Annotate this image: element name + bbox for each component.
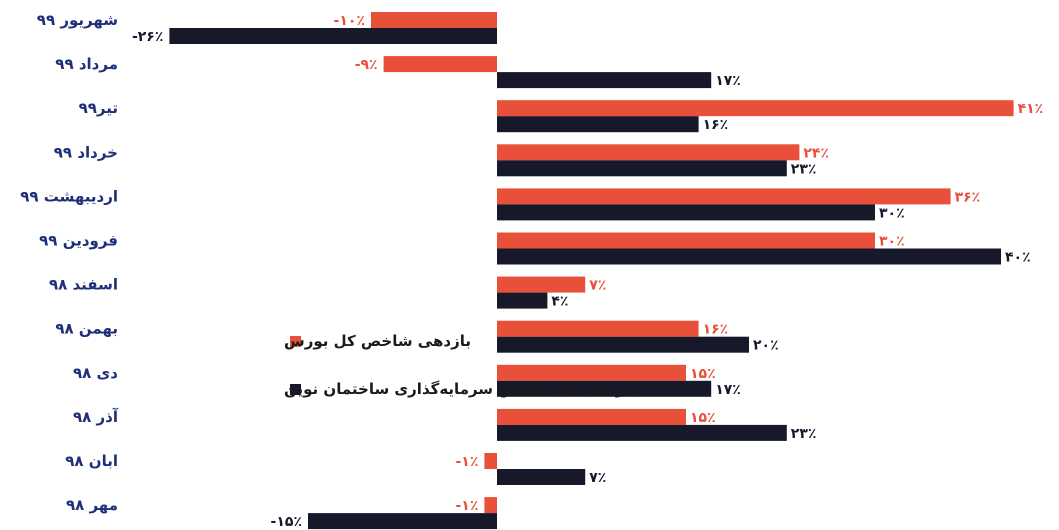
bar-bourse-index xyxy=(497,232,875,249)
bar-bourse-index xyxy=(497,188,951,205)
bar-bourse-index xyxy=(497,364,686,381)
data-label: -۱٪ xyxy=(455,498,478,514)
bar-bourse-index xyxy=(371,12,497,28)
data-label: -۹٪ xyxy=(355,57,378,73)
bar-bourse-index xyxy=(484,453,497,469)
data-label: ۲۴٪ xyxy=(803,145,829,161)
bar-novin-index xyxy=(497,116,699,133)
data-label: ۱۷٪ xyxy=(715,73,741,89)
data-label: ۴۱٪ xyxy=(1018,101,1044,117)
bar-novin-index xyxy=(169,28,497,44)
legend-swatch-bourse xyxy=(290,336,301,347)
data-label: ۲۳٪ xyxy=(791,426,817,442)
data-label: ۱۷٪ xyxy=(715,382,741,398)
category-label: اسفند ۹۸ xyxy=(49,276,118,294)
data-label: -۲۶٪ xyxy=(132,29,163,45)
bar-bourse-index xyxy=(497,144,800,161)
data-label: ۱۵٪ xyxy=(690,410,716,426)
legend-label: بازدهی شاخص کل بورس xyxy=(284,332,471,350)
bar-bourse-index xyxy=(497,408,686,425)
bar-novin-index xyxy=(497,424,787,441)
category-label: دی ۹۸ xyxy=(73,364,118,382)
category-label: مهر ۹۸ xyxy=(66,496,118,514)
category-label: ابان ۹۸ xyxy=(65,452,118,470)
bar-novin-index xyxy=(497,336,749,353)
data-label: -۱٪ xyxy=(455,454,478,470)
data-label: ۳۰٪ xyxy=(879,205,905,221)
bar-novin-index xyxy=(497,204,875,221)
bar-bourse-index xyxy=(484,497,497,514)
bar-novin-index xyxy=(497,160,787,177)
bar-bourse-index xyxy=(497,320,699,337)
category-label: مرداد ۹۹ xyxy=(55,55,118,73)
bar-novin-index xyxy=(308,513,497,530)
data-label: ۱۶٪ xyxy=(703,322,729,338)
legend-swatch-novin xyxy=(290,384,301,395)
data-label: ۴۰٪ xyxy=(1005,250,1031,266)
data-label: ۲۰٪ xyxy=(753,338,779,354)
category-label: بهمن ۹۸ xyxy=(55,320,118,338)
category-label: اردیبهشت ۹۹ xyxy=(20,187,118,205)
bar-bourse-index xyxy=(497,276,586,293)
data-label: ۱۶٪ xyxy=(703,117,729,133)
category-label: تیر۹۹ xyxy=(79,99,118,117)
bar-novin-index xyxy=(497,469,586,485)
bar-bourse-index xyxy=(497,100,1014,117)
category-label: فرودین ۹۹ xyxy=(39,232,118,250)
data-label: ۷٪ xyxy=(589,470,606,486)
data-label: -۱۰٪ xyxy=(334,13,365,29)
data-label: ۷٪ xyxy=(589,278,606,294)
category-label: شهریور ۹۹ xyxy=(37,11,118,29)
data-label: -۱۵٪ xyxy=(271,514,302,530)
bar-bourse-index xyxy=(383,56,497,73)
data-label: ۲۳٪ xyxy=(791,161,817,177)
data-label: ۴٪ xyxy=(551,294,568,310)
bar-novin-index xyxy=(497,72,712,89)
data-label: ۳۰٪ xyxy=(879,234,905,250)
category-label: آذر ۹۸ xyxy=(73,408,119,426)
data-label: ۱۵٪ xyxy=(690,366,716,382)
bar-novin-index xyxy=(497,380,712,397)
category-label: خرداد ۹۹ xyxy=(54,143,118,161)
bar-novin-index xyxy=(497,248,1001,265)
bar-novin-index xyxy=(497,292,548,309)
legend-label: بازدهی کل شاخص سرمایه‌گذاری ساختمان نوین xyxy=(284,380,636,398)
data-label: ۳۶٪ xyxy=(955,189,981,205)
